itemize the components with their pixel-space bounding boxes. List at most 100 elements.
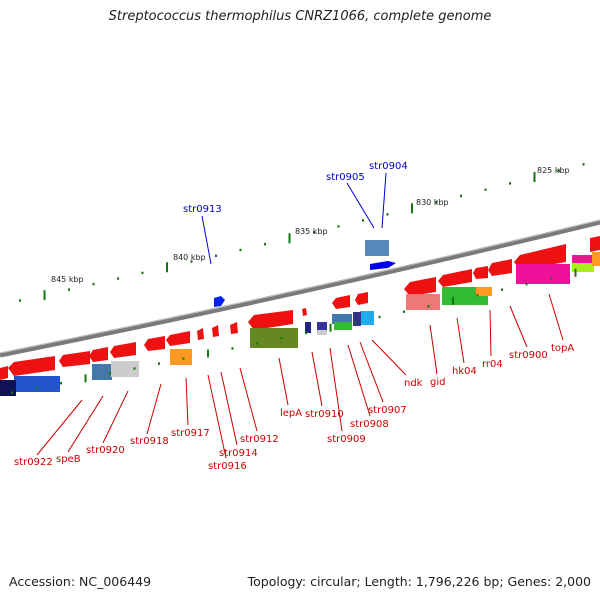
label-str0920[interactable]: str0920 — [86, 445, 125, 456]
label-str0907[interactable]: str0907 — [368, 405, 407, 416]
leader-speB — [67, 395, 104, 453]
gene-str0918[interactable] — [144, 336, 165, 351]
genome-stats-label: Topology: circular; Length: 1,796,226 bp… — [247, 574, 591, 589]
gene-block-cyan[interactable] — [360, 311, 374, 325]
top-label-leaders — [201, 172, 387, 265]
label-speB[interactable]: speB — [56, 454, 81, 465]
label-str0918[interactable]: str0918 — [130, 436, 169, 447]
label-str0909[interactable]: str0909 — [327, 434, 366, 445]
gene-block-grey-small[interactable] — [317, 330, 327, 335]
scale-label-830: 830 kbp — [416, 198, 449, 207]
label-gid[interactable]: gid — [430, 377, 445, 388]
gene-speB[interactable] — [89, 347, 108, 362]
gene-far-right-red[interactable] — [590, 236, 600, 252]
gene-str0907[interactable] — [332, 295, 350, 309]
leader-str0912 — [239, 367, 258, 432]
leader-str0922 — [36, 399, 83, 456]
leader-rr04 — [489, 309, 492, 357]
leader-str0907 — [359, 341, 384, 403]
label-str0916[interactable]: str0916 — [208, 461, 247, 472]
accession-label: Accession: NC_006449 — [9, 574, 152, 589]
gene-str0917[interactable] — [166, 331, 190, 346]
gene-block-pink-stripe[interactable] — [572, 255, 594, 265]
leader-gid — [429, 324, 438, 375]
label-rr04[interactable]: rr04 — [482, 359, 503, 370]
gene-block-orange[interactable] — [476, 287, 492, 296]
label-ndk[interactable]: ndk — [404, 378, 423, 389]
gene-block-blue[interactable] — [14, 376, 60, 392]
gene-topA[interactable] — [514, 244, 566, 270]
label-str0922[interactable]: str0922 — [14, 457, 53, 468]
gene-block-salmon[interactable] — [406, 294, 440, 310]
gene-gid[interactable] — [404, 277, 436, 296]
leader-str0908 — [347, 344, 371, 417]
gene-block-orange-small[interactable] — [170, 349, 192, 365]
label-str0917[interactable]: str0917 — [171, 428, 210, 439]
leader-topA — [548, 293, 564, 341]
label-str0905[interactable]: str0905 — [326, 172, 365, 183]
leader-str0914 — [220, 371, 238, 446]
gene-left-red-2[interactable] — [0, 366, 8, 380]
scale-tick-track — [19, 163, 585, 302]
gene-block-navy[interactable] — [353, 312, 361, 326]
leader-str0900 — [509, 305, 528, 348]
gene-block-steel[interactable] — [332, 314, 352, 324]
gene-block-magenta[interactable] — [516, 264, 570, 284]
forward-strand-genes — [214, 240, 396, 307]
bottom-label-leaders — [36, 293, 564, 459]
gene-block-yellowgreen[interactable] — [572, 263, 594, 272]
label-str0912[interactable]: str0912 — [240, 434, 279, 445]
gene-block-darknavy[interactable] — [0, 380, 16, 396]
leader-hk04 — [456, 317, 465, 364]
label-str0900[interactable]: str0900 — [509, 350, 548, 361]
leader-str0913 — [201, 215, 212, 265]
gene-ndk[interactable] — [355, 292, 368, 305]
leader-str0905 — [346, 182, 375, 229]
gene-str0905[interactable] — [365, 240, 389, 256]
leader-str0916 — [207, 374, 227, 459]
label-str0913[interactable]: str0913 — [183, 204, 222, 215]
gene-hk04[interactable] — [438, 269, 472, 287]
scale-label-835: 835 kbp — [295, 227, 328, 236]
genome-backbone — [0, 219, 600, 358]
gene-str0916[interactable] — [197, 328, 204, 340]
gene-left-red-1[interactable] — [8, 356, 55, 376]
gene-block-orange-right[interactable] — [592, 252, 600, 266]
gene-block-navy-small[interactable] — [305, 322, 311, 333]
label-str0910[interactable]: str0910 — [305, 409, 344, 420]
gene-str0912[interactable] — [230, 322, 238, 334]
leader-str0918 — [146, 383, 162, 435]
gene-str0904[interactable] — [370, 261, 396, 270]
gene-block-olive[interactable] — [250, 328, 298, 348]
reverse-strand-genes — [0, 236, 600, 396]
label-topA[interactable]: topA — [551, 343, 574, 354]
leader-str0910 — [311, 351, 323, 407]
leader-lepA — [278, 357, 289, 406]
leader-str0917 — [185, 377, 189, 426]
leader-ndk — [371, 339, 407, 376]
gene-str0910[interactable] — [302, 308, 307, 316]
gene-block-lightgrey[interactable] — [111, 361, 139, 377]
gene-str0914[interactable] — [212, 325, 219, 337]
gene-block-green-small[interactable] — [334, 322, 352, 330]
gene-str0913[interactable] — [214, 296, 225, 307]
gene-block-purple[interactable] — [317, 322, 327, 332]
gene-str0922[interactable] — [59, 351, 90, 367]
genome-title: Streptococcus thermophilus CNRZ1066, com… — [108, 9, 492, 24]
genome-backbone-highlight — [0, 219, 600, 354]
label-lepA[interactable]: lepA — [280, 408, 302, 419]
leader-str0909 — [329, 347, 343, 432]
scale-label-840: 840 kbp — [173, 253, 206, 262]
gene-block-steel-left[interactable] — [92, 364, 112, 380]
gene-lepA[interactable] — [248, 310, 293, 330]
scale-label-845: 845 kbp — [51, 275, 84, 284]
label-hk04[interactable]: hk04 — [452, 366, 477, 377]
label-str0914[interactable]: str0914 — [219, 448, 258, 459]
label-str0908[interactable]: str0908 — [350, 419, 389, 430]
gene-rr04[interactable] — [473, 266, 488, 279]
label-str0904[interactable]: str0904 — [369, 161, 408, 172]
gene-str0920[interactable] — [110, 342, 136, 358]
gene-str0900[interactable] — [488, 259, 512, 276]
